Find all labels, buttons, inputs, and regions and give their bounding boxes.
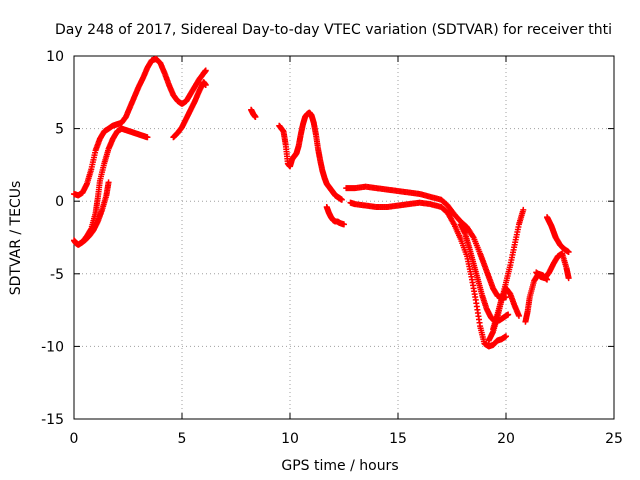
series-track-o	[544, 214, 572, 256]
x-tick-labels: 0 5 10 15 20 25	[70, 431, 623, 447]
x-tick-label: 0	[70, 431, 79, 447]
data-point	[341, 221, 347, 228]
data-point	[503, 333, 509, 340]
data-points	[71, 55, 572, 350]
series-track-l	[490, 285, 522, 332]
data-point	[565, 275, 572, 282]
data-point	[520, 206, 527, 213]
data-point	[144, 134, 151, 141]
y-tick-label: 5	[55, 122, 64, 138]
data-point	[202, 67, 209, 74]
data-point	[252, 113, 259, 120]
y-tick-labels: -15 -10 -5 0 5 10	[41, 49, 64, 428]
series-track-n	[533, 250, 572, 282]
y-tick-label: 0	[55, 194, 64, 210]
x-tick-label: 25	[605, 431, 623, 447]
series-track-a	[71, 55, 209, 199]
data-point	[565, 249, 572, 256]
x-tick-label: 20	[497, 431, 515, 447]
series-track-e	[248, 106, 259, 120]
series-track-h	[343, 183, 509, 302]
plot-frame	[73, 55, 615, 420]
series-track-d	[170, 79, 209, 141]
data-point	[202, 82, 209, 89]
data-point	[338, 196, 345, 203]
y-tick-label: -10	[41, 339, 64, 355]
x-tick-label: 10	[281, 431, 299, 447]
y-axis-label: SDTVAR / TECUs	[8, 181, 24, 296]
series-track-c	[77, 179, 112, 247]
y-tick-label: -5	[50, 267, 64, 283]
chart-title: Day 248 of 2017, Sidereal Day-to-day VTE…	[55, 22, 612, 38]
y-tick-label: -15	[41, 412, 64, 428]
axis-ticks	[73, 55, 615, 420]
x-tick-label: 5	[178, 431, 187, 447]
grid-lines	[74, 56, 614, 419]
x-axis-label: GPS time / hours	[281, 458, 398, 474]
x-tick-label: 15	[389, 431, 407, 447]
data-point	[505, 311, 512, 318]
series-track-g	[323, 204, 347, 228]
data-point	[105, 179, 112, 186]
series-track-f	[276, 109, 345, 203]
data-point	[515, 312, 522, 319]
y-tick-label: 10	[46, 49, 64, 65]
series-track-i	[347, 199, 509, 350]
